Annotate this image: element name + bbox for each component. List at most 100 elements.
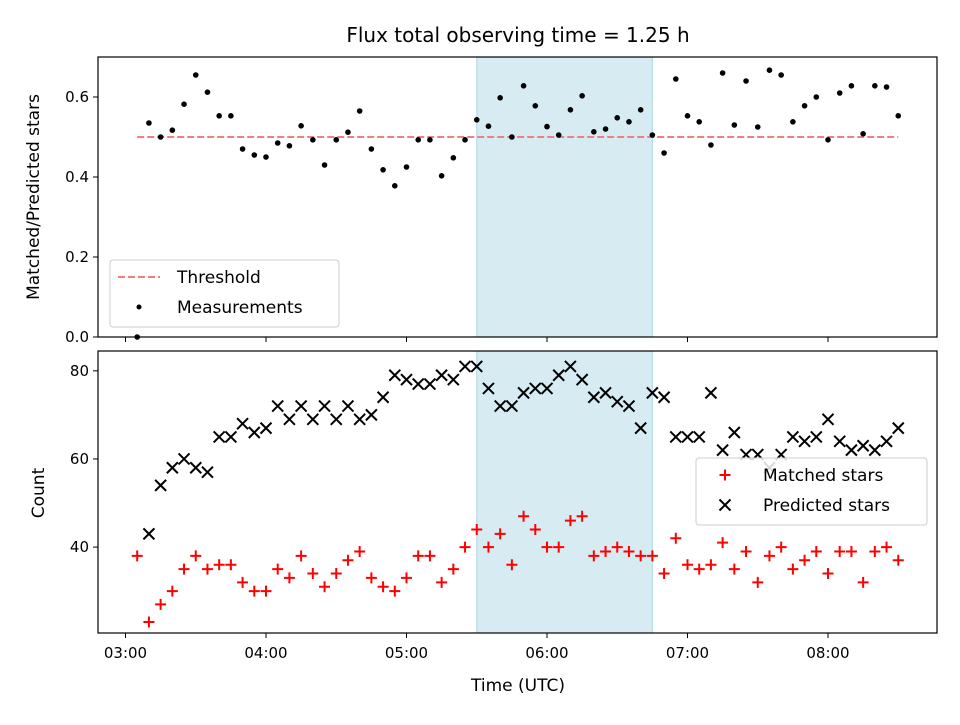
- measurement-point: [263, 154, 269, 160]
- predicted-point: [330, 413, 343, 426]
- measurement-point: [661, 150, 667, 156]
- predicted-point: [669, 430, 682, 444]
- legend-predicted-swatch: [718, 498, 732, 512]
- measurement-point: [473, 117, 480, 123]
- bottom-panel: 40 60 80 03:00 04:00 05:00 06:00 07:00 08:00 Matc…: [70, 350, 938, 662]
- x-tick-label: 08:00: [806, 644, 849, 662]
- measurement-point: [614, 115, 621, 121]
- matched-point: [131, 550, 143, 562]
- bottom-legend-box: [695, 457, 928, 526]
- measurement-point: [731, 122, 738, 128]
- measurement-point: [544, 123, 550, 130]
- predicted-point: [435, 369, 448, 382]
- predicted-point: [599, 386, 612, 400]
- measurement-point: [684, 113, 691, 119]
- matched-point: [752, 576, 764, 588]
- legend-predicted-label: Predicted stars: [763, 496, 890, 516]
- predicted-point: [856, 439, 870, 452]
- legend-matched-label: Matched stars: [763, 466, 883, 486]
- measurement-point: [836, 90, 843, 96]
- measurement-point: [509, 134, 515, 140]
- matched-point: [541, 541, 553, 553]
- matched-point: [763, 550, 775, 562]
- matched-point: [225, 559, 237, 571]
- predicted-point: [248, 426, 261, 439]
- bottom-y-tick-label: 60: [70, 450, 89, 468]
- bottom-shaded-span: [476, 350, 653, 634]
- measurement-point: [778, 72, 784, 78]
- matched-point: [354, 545, 366, 557]
- matched-point: [518, 510, 530, 522]
- predicted-point: [189, 461, 202, 474]
- top-shaded-span: [476, 56, 653, 338]
- legend-matched-swatch: [719, 469, 731, 481]
- measurement-point: [450, 155, 457, 161]
- measurement-point: [146, 120, 152, 126]
- predicted-point: [587, 391, 601, 404]
- matched-point: [201, 563, 213, 575]
- measurement-point: [321, 162, 328, 168]
- predicted-point: [529, 382, 542, 395]
- matched-point: [412, 550, 424, 562]
- predicted-point: [306, 413, 320, 426]
- matched-point: [447, 563, 459, 575]
- top-axes-frame: [97, 56, 938, 338]
- predicted-point: [482, 382, 495, 395]
- measurement-point: [719, 70, 726, 76]
- legend-threshold-label: Threshold: [176, 268, 261, 288]
- matched-point: [459, 541, 471, 553]
- predicted-point: [845, 443, 858, 457]
- predicted-point: [693, 430, 706, 444]
- measurement-point: [848, 83, 855, 89]
- matched-point: [319, 581, 331, 593]
- measurement-point: [391, 183, 398, 189]
- matched-point: [787, 563, 799, 575]
- x-tick-label: 03:00: [104, 644, 147, 662]
- measurement-point: [790, 119, 796, 125]
- predicted-point: [458, 360, 472, 373]
- top-y-tick-label: 0.2: [65, 248, 89, 266]
- predicted-point: [224, 430, 238, 444]
- measurement-point: [356, 108, 363, 114]
- predicted-point: [271, 399, 284, 413]
- top-y-tick-label: 0.4: [65, 168, 89, 186]
- predicted-point: [575, 373, 589, 386]
- predicted-point: [365, 408, 378, 422]
- measurement-point: [310, 137, 316, 143]
- x-tick-label: 04:00: [244, 644, 287, 662]
- measurement-point: [169, 127, 176, 133]
- matched-point: [682, 559, 693, 571]
- matched-point: [330, 568, 342, 580]
- matched-point: [588, 550, 600, 562]
- predicted-point: [786, 430, 800, 444]
- measurement-point: [415, 137, 422, 143]
- measurement-point: [368, 146, 375, 152]
- predicted-point: [564, 360, 577, 373]
- matched-point: [693, 563, 705, 575]
- predicted-point: [646, 386, 659, 400]
- measurement-point: [462, 137, 468, 143]
- predicted-point: [400, 373, 413, 386]
- x-tick-label: 07:00: [666, 644, 709, 662]
- predicted-point: [634, 421, 647, 435]
- predicted-point: [622, 399, 636, 413]
- predicted-point: [353, 413, 366, 426]
- predicted-point: [142, 527, 156, 541]
- measurement-point: [579, 93, 585, 99]
- measurement-point: [532, 103, 539, 109]
- matched-point: [365, 572, 377, 584]
- predicted-point: [810, 430, 823, 444]
- legend-measurements-label: Measurements: [177, 298, 303, 318]
- matched-point: [717, 537, 729, 549]
- matched-point: [740, 545, 752, 557]
- matched-point: [471, 523, 483, 535]
- measurement-point: [333, 137, 340, 143]
- measurement-point: [239, 146, 246, 152]
- matched-point: [190, 550, 202, 562]
- predicted-point: [236, 417, 249, 430]
- matched-point: [436, 576, 448, 588]
- predicted-point: [657, 391, 671, 404]
- predicted-point: [540, 382, 554, 395]
- top-panel: 0.0 0.2 0.4 0.6 Threshold Measurements: [65, 56, 938, 346]
- x-axis-label: Time (UTC): [470, 676, 565, 696]
